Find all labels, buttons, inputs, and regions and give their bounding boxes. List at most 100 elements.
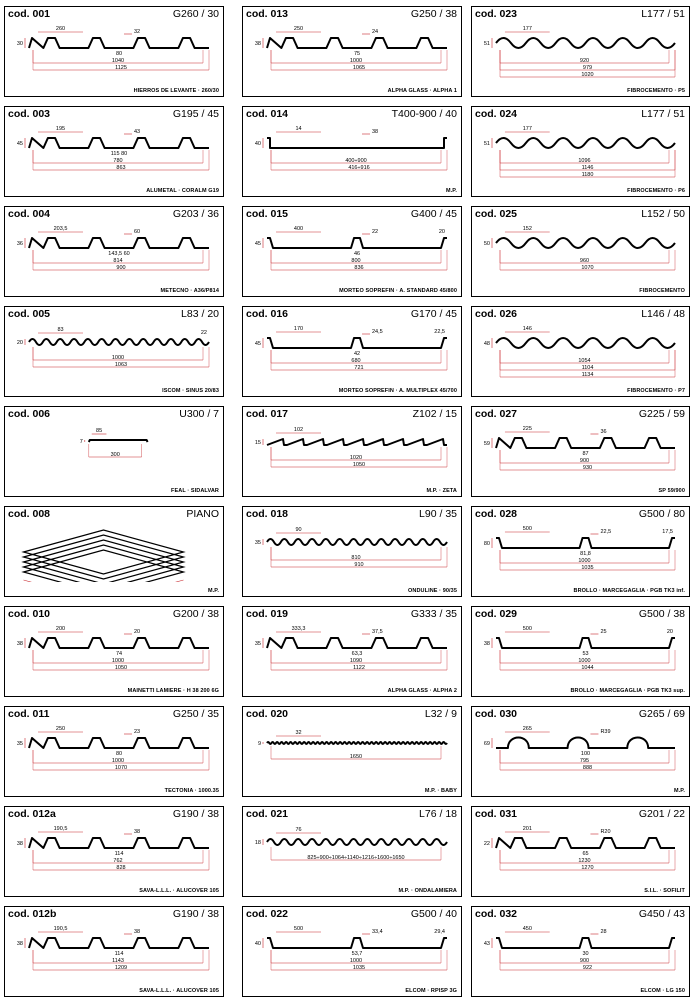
height-label: 9 (258, 741, 261, 747)
overall-width-label: 900 (580, 458, 589, 464)
overall-width-label: 1020 (581, 72, 593, 78)
inner-width-label: 80 (116, 51, 122, 57)
profile-reference: G250 / 38 (410, 8, 457, 20)
overall-width-label: 1230 (578, 858, 590, 864)
overall-width-label: 680 (351, 358, 360, 364)
overall-width-label: 922 (583, 965, 592, 971)
pitch-label: 260 (56, 26, 65, 32)
profile-code: cod. 006 (8, 408, 51, 420)
profile-card: cod. 019 G333 / 35 ALPHA GLASS · ALPHA 2 35… (242, 606, 462, 697)
overall-width-label: 721 (354, 365, 363, 371)
rib-label: 22,5 (600, 529, 611, 535)
profile-card: cod. 003 G195 / 45 ALUMETAL · CORALM G19 45… (4, 106, 224, 197)
rib-label: 20 (134, 629, 140, 635)
pitch-label: 195 (56, 126, 65, 132)
overall-width-label: 828 (116, 865, 125, 871)
height-label: 69 (484, 741, 490, 747)
profile-reference: PIANO (186, 508, 219, 520)
overall-width-label: 1104 (582, 365, 594, 371)
profile-outline (495, 437, 675, 449)
profile-reference: G190 / 38 (172, 808, 219, 820)
profile-code: cod. 030 (475, 708, 518, 720)
profile-code: cod. 013 (246, 8, 289, 20)
overall-width-label: 1125 (115, 65, 127, 71)
manufacturer-label: MORTEO SOPREFIN · A. MULTIPLEX 45/700 (338, 388, 457, 394)
profile-reference: L32 / 9 (424, 708, 457, 720)
inner-width-label: 63,3 (352, 651, 363, 657)
profile-outline (266, 538, 448, 546)
profile-outline (266, 741, 448, 745)
overall-width-label: 1096 (578, 158, 590, 164)
profile-reference: G400 / 45 (410, 208, 457, 220)
edge-label: 20 (439, 229, 445, 235)
profile-reference: G225 / 59 (638, 408, 685, 420)
pitch-label: 400 (294, 226, 303, 232)
profile-outline (496, 736, 675, 749)
overall-width-label: 1209 (115, 965, 127, 971)
profile-card: cod. 032 G450 / 43 ELCOM · LG 150 43 450 28 30… (471, 906, 690, 997)
inner-width-label: 114 (115, 851, 124, 857)
profile-card: cod. 025 L152 / 50 FIBROCEMENTO 50 152 960 107… (471, 206, 690, 297)
overall-width-label: 1180 (582, 172, 594, 178)
overall-width-label: 1000 (112, 758, 124, 764)
profile-card: cod. 031 G201 / 22 S.I.L. · SOFILIT 22 201 R2… (471, 806, 690, 897)
profile-card: cod. 028 G500 / 80 BROLLO · MARCEGAGLIA · … (471, 506, 690, 597)
overall-width-label: 800 (351, 258, 360, 264)
overall-width-label: 1000 (578, 658, 590, 664)
overall-width-label: 780 (113, 158, 122, 164)
overall-width-label: 810 (351, 555, 360, 561)
profile-code: cod. 004 (8, 208, 51, 220)
manufacturer-label: FIBROCEMENTO · P5 (627, 88, 685, 94)
pitch-label: 450 (523, 926, 532, 932)
profile-code: cod. 029 (475, 608, 518, 620)
pitch-label: 500 (294, 926, 303, 932)
profile-card: cod. 021 L76 / 18 M.P. · ONDALAMIERA 18 76 82… (242, 806, 462, 897)
pitch-label: 152 (523, 226, 532, 232)
profile-code: cod. 031 (475, 808, 518, 820)
overall-width-label: 1035 (581, 565, 593, 571)
profile-card: cod. 005 L83 / 20 ISCOM · SINUS 20/83 20 83 2… (4, 306, 224, 397)
overall-width-label: 795 (580, 758, 589, 764)
rib-label: 25 (600, 629, 606, 635)
inner-width-label: 115 80 (111, 151, 127, 157)
profile-reference: G450 / 43 (638, 908, 685, 920)
inner-width-label: 81,8 (580, 551, 591, 557)
rib-label: 24,5 (372, 329, 383, 335)
profile-code: cod. 001 (8, 8, 51, 20)
overall-width-label: 1070 (581, 265, 593, 271)
inner-width-label: 30 (582, 951, 588, 957)
height-label: 40 (255, 141, 261, 147)
profile-reference: G200 / 38 (172, 608, 219, 620)
edge-label: 20 (667, 629, 673, 635)
profile-card: cod. 012a G190 / 38 SAVA-L.L.L. · ALUCOVER… (4, 806, 224, 897)
profile-reference: L152 / 50 (641, 208, 685, 220)
overall-width-label: 888 (583, 765, 592, 771)
rib-label: 38 (134, 929, 140, 935)
profile-card: cod. 013 G250 / 38 ALPHA GLASS · ALPHA 1 38… (242, 6, 462, 97)
manufacturer-label: ALPHA GLASS · ALPHA 2 (387, 688, 457, 694)
overall-width-label: 910 (354, 562, 363, 568)
edge-label: 22 (201, 330, 207, 336)
height-label: 30 (17, 41, 23, 47)
overall-width-label: 1122 (353, 665, 365, 671)
height-label: 38 (17, 641, 23, 647)
profile-outline (495, 37, 676, 49)
pitch-label: 265 (523, 726, 532, 732)
profile-card: cod. 026 L146 / 48 FIBROCEMENTO · P7 48 146 1… (471, 306, 690, 397)
profile-card: cod. 020 L32 / 9 M.P. · BABY 9 32 1650 (242, 706, 462, 797)
height-label: 59 (484, 441, 490, 447)
profile-reference: G201 / 22 (638, 808, 685, 820)
